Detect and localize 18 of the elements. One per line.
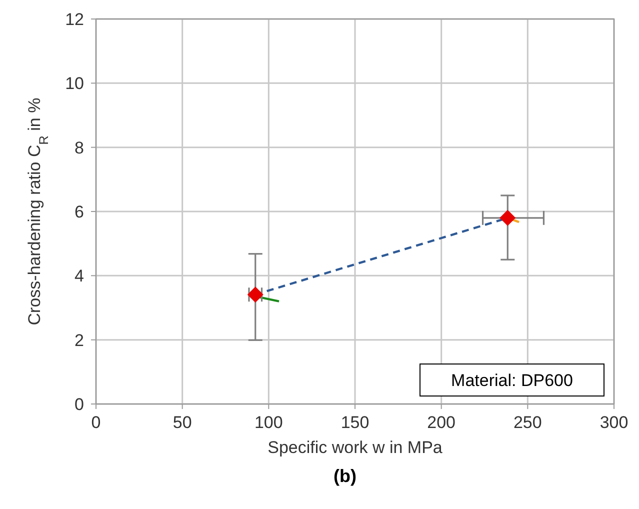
y-tick-label: 4 bbox=[74, 266, 84, 286]
y-tick-label: 2 bbox=[74, 330, 84, 350]
y-tick-label: 8 bbox=[74, 138, 84, 158]
note-box: Material: DP600 bbox=[420, 364, 604, 396]
x-tick-label: 50 bbox=[172, 413, 192, 432]
x-tick-label: 200 bbox=[427, 413, 456, 432]
y-tick-label: 12 bbox=[65, 10, 84, 29]
y-tick-label: 10 bbox=[65, 74, 84, 94]
x-tick-label: 300 bbox=[600, 413, 628, 432]
x-tick-label: 0 bbox=[91, 413, 101, 432]
x-tick-label: 150 bbox=[340, 413, 370, 432]
x-axis-title: Specific work w in MPa bbox=[268, 438, 443, 457]
x-tick-label: 100 bbox=[254, 413, 283, 432]
annotation: Material: DP600 bbox=[451, 371, 573, 390]
x-tick-label: 250 bbox=[513, 413, 542, 432]
y-tick-label: 0 bbox=[74, 395, 84, 414]
text: (b) bbox=[334, 466, 356, 486]
y-tick-label: 6 bbox=[74, 202, 84, 222]
